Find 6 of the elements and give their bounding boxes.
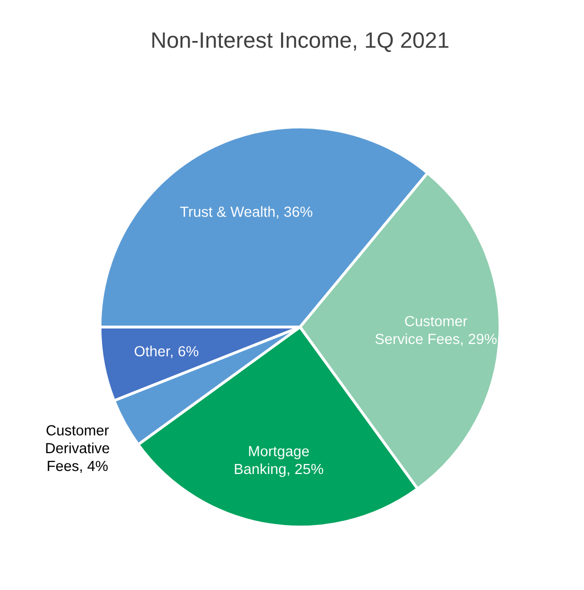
slice-label: Trust & Wealth, 36% bbox=[180, 206, 312, 219]
chart-title: Non-Interest Income, 1Q 2021 bbox=[152, 32, 448, 52]
slice-label: Mortgage Banking, 25% bbox=[234, 446, 324, 478]
slice-label: Other, 6% bbox=[134, 346, 198, 358]
slice-label: Customer Derivative Fees, 4% bbox=[46, 425, 110, 473]
slice-label: Customer Service Fees, 29% bbox=[375, 316, 497, 346]
